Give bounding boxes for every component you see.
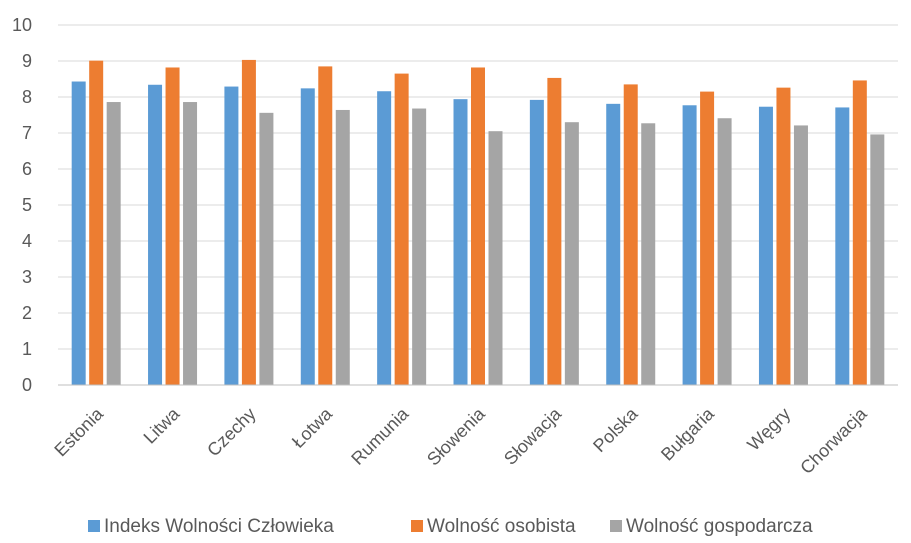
bar-węgry-series-2 [793,125,808,385]
x-tick-label: Estonia [50,403,107,460]
bar-czechy-series-1 [241,59,256,386]
bar-bułgaria-series-0 [682,105,697,385]
bars [71,59,885,386]
bar-estonia-series-1 [89,60,104,385]
bar-słowenia-series-0 [453,99,468,385]
bar-estonia-series-2 [106,102,121,385]
legend-label-0: Indeks Wolności Człowieka [104,516,334,537]
bar-chorwacja-series-0 [835,107,850,385]
bar-czechy-series-0 [224,86,239,385]
legend-label-2: Wolność gospodarcza [626,516,813,537]
bar-estonia-series-0 [71,81,86,386]
x-tick-label: Rumunia [347,403,413,469]
x-tick-label: Słowacja [500,403,566,469]
x-tick-label: Łotwa [288,403,337,452]
bar-litwa-series-0 [148,84,163,385]
legend-swatch-2 [610,520,622,532]
x-tick-label: Czechy [203,404,260,461]
bar-słowacja-series-2 [564,122,579,385]
bar-chorwacja-series-2 [870,134,885,385]
bar-łotwa-series-2 [335,109,350,386]
x-tick-label: Węgry [743,404,794,455]
y-tick-label: 9 [22,51,32,71]
bar-litwa-series-2 [183,102,198,385]
bar-chorwacja-series-1 [852,80,867,385]
y-tick-label: 4 [22,231,32,251]
bar-rumunia-series-1 [394,73,409,385]
bar-bułgaria-series-2 [717,118,732,386]
bar-węgry-series-0 [758,106,773,385]
bar-łotwa-series-1 [318,66,333,386]
bar-słowacja-series-0 [529,99,544,385]
legend: Indeks Wolności Człowieka Wolność osobist… [88,516,813,537]
legend-swatch-0 [88,520,100,532]
y-axis-ticks: 0 1 2 3 4 5 6 7 8 9 10 [12,15,32,395]
legend-label-1: Wolność osobista [427,516,576,537]
y-tick-label: 10 [12,15,32,35]
y-tick-label: 3 [22,267,32,287]
legend-swatch-1 [411,520,423,532]
y-tick-label: 5 [22,195,32,215]
bar-rumunia-series-2 [412,108,427,386]
y-tick-label: 7 [22,123,32,143]
bar-słowenia-series-2 [488,131,503,385]
bar-czechy-series-2 [259,112,274,385]
y-tick-label: 0 [22,375,32,395]
bar-polska-series-1 [623,84,638,386]
bar-polska-series-2 [641,123,656,385]
y-tick-label: 8 [22,87,32,107]
bar-słowenia-series-1 [471,67,485,385]
bar-bułgaria-series-1 [700,91,715,385]
bar-słowacja-series-1 [547,77,562,386]
bar-łotwa-series-0 [300,88,315,386]
bar-litwa-series-1 [165,67,180,385]
bar-rumunia-series-0 [377,91,392,386]
y-tick-label: 1 [22,339,32,359]
y-tick-label: 2 [22,303,32,323]
x-tick-label: Bułgaria [657,403,719,465]
bar-polska-series-0 [606,103,621,385]
x-tick-label: Polska [589,403,642,456]
bar-węgry-series-1 [776,87,791,385]
y-tick-label: 6 [22,159,32,179]
x-tick-label: Słowenia [423,403,489,469]
x-tick-label: Litwa [140,403,185,448]
x-axis-ticks: Estonia Litwa Czechy Łotwa Rumunia Słowenia Sł… [50,403,871,478]
x-tick-label: Chorwacja [796,403,871,478]
